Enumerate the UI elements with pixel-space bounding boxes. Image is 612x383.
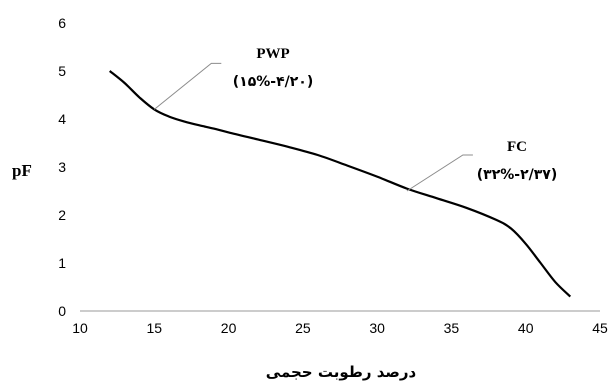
annotation-leader-line	[406, 154, 473, 192]
x-tick-label: 45	[592, 320, 608, 336]
x-tick-label: 10	[72, 320, 88, 336]
x-axis-label: درصد رطوبت حجمی	[266, 363, 417, 381]
series-line	[109, 70, 572, 298]
x-tick-label: 30	[369, 320, 385, 336]
x-tick-label: 25	[295, 320, 311, 336]
y-tick-label: 2	[58, 207, 66, 223]
annotation-label: FC	[507, 139, 527, 155]
x-tick-label: 20	[221, 320, 237, 336]
series-layer	[109, 70, 572, 298]
y-tick-label: 1	[58, 255, 66, 271]
annotation-label: PWP	[256, 46, 289, 62]
y-axis-label: pF	[12, 161, 32, 180]
y-tick-label: 6	[58, 15, 66, 31]
annotation-value: (۳۲%-۲/۳۷)	[477, 167, 557, 183]
x-tick-label: 15	[146, 320, 162, 336]
annotation-leader-line	[153, 62, 222, 110]
annotation-value: (۱۵%-۴/۲۰)	[233, 74, 313, 90]
y-tick-label: 3	[58, 159, 66, 175]
y-tick-label: 4	[58, 111, 66, 127]
y-tick-label: 0	[58, 303, 66, 319]
annotations-layer: PWP (۱۵%-۴/۲۰) FC (۳۲%-۲/۳۷)	[153, 46, 557, 192]
x-tick-label: 35	[444, 320, 460, 336]
y-tick-label: 5	[58, 63, 66, 79]
x-tick-label: 40	[518, 320, 534, 336]
